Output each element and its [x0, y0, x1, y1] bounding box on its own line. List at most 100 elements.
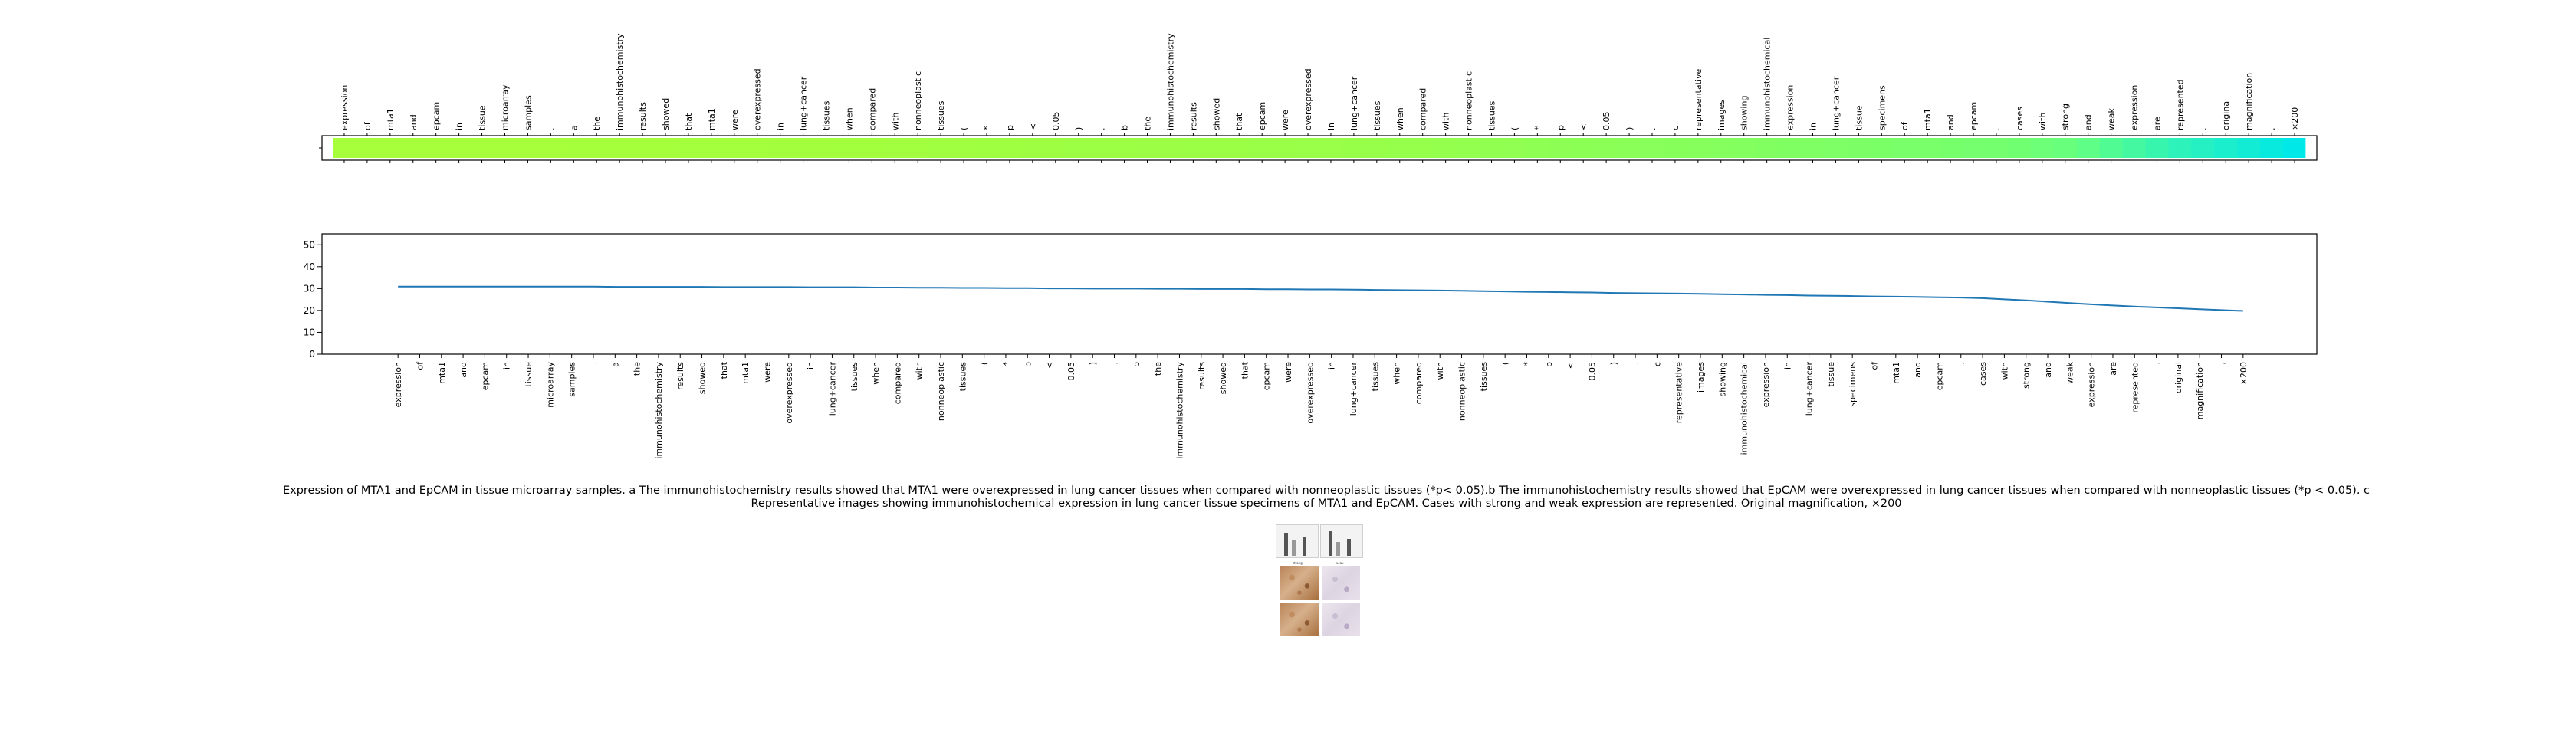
heatmap-token-label: and [2084, 114, 2094, 130]
heatmap-cell [1870, 138, 1894, 158]
line-x-tick-label: p [1544, 362, 1554, 367]
heatmap-cell [837, 138, 861, 158]
heatmap-token-label: ( [1510, 127, 1520, 130]
line-x-tick-label: tissues [1370, 362, 1380, 392]
heatmap-right-pad [2305, 136, 2317, 160]
heatmap-cell [1916, 138, 1940, 158]
heatmap-token-label: compared [1418, 88, 1428, 130]
heatmap-token-label: results [638, 102, 648, 130]
heatmap-cell [654, 138, 678, 158]
line-x-tick-label: < [1566, 362, 1576, 369]
heatmap-cell [745, 138, 770, 158]
line-x-tick-label: immunohistochemistry [1175, 362, 1184, 459]
heatmap-cell [1411, 138, 1435, 158]
heatmap-cell [1434, 138, 1458, 158]
heatmap-token-label: ) [1625, 127, 1635, 130]
heatmap-cell [1388, 138, 1412, 158]
line-x-tick-label: c [1652, 362, 1662, 366]
line-x-tick-label: overexpressed [784, 362, 794, 424]
heatmap-cell [2007, 138, 2032, 158]
thumbnail-label-weak: weak [1336, 561, 1344, 565]
heatmap-cell [1158, 138, 1183, 158]
heatmap-token-label: a [569, 125, 579, 130]
line-x-tick-label: the [632, 362, 642, 376]
heatmap-token-label: were [730, 110, 740, 130]
heatmap-token-label: results [1188, 102, 1198, 130]
heatmap-token-label: weak [2107, 107, 2117, 130]
heatmap-cell [1663, 138, 1687, 158]
heatmap-token-label: * [1533, 126, 1543, 130]
heatmap-token-label: immunohistochemistry [1165, 33, 1175, 130]
heatmap-token-label: in [776, 123, 786, 130]
line-x-tick-label: strong [2022, 362, 2032, 389]
heatmap-token-label: tissues [936, 100, 946, 130]
line-x-tick-label: mta1 [741, 362, 751, 384]
line-x-tick-label: compared [1414, 362, 1424, 404]
heatmap-token-label: ×200 [2290, 107, 2300, 130]
line-y-tick-label: 0 [309, 349, 315, 360]
heatmap-cell [562, 138, 586, 158]
heatmap-cell [1526, 138, 1549, 158]
line-x-tick-label: with [915, 362, 925, 380]
line-x-tick-label: when [871, 362, 881, 385]
heatmap-cell [585, 138, 609, 158]
thumbnail-ihc-strong-bottom [1280, 603, 1319, 636]
heatmap-cell [333, 138, 356, 158]
heatmap-cell [1227, 138, 1251, 158]
heatmap-token-label: images [1717, 100, 1727, 130]
heatmap-token-label: of [1900, 121, 1910, 130]
heatmap-cell [2076, 138, 2101, 158]
line-x-tick-label: when [1392, 362, 1402, 385]
heatmap-token-labels: expression of mta1 and epcam in tissue microarr… [340, 33, 2300, 130]
heatmap-cell [378, 138, 402, 158]
heatmap-token-label: . [2198, 128, 2208, 131]
heatmap-cell [722, 138, 747, 158]
heatmap-token-label: are [2152, 117, 2162, 130]
heatmap-cell [516, 138, 540, 158]
line-x-tick-label: of [415, 361, 425, 370]
heatmap-cell [1641, 138, 1664, 158]
line-x-tick-label: ) [1088, 362, 1098, 365]
line-x-tick-label: mta1 [437, 362, 447, 384]
heatmap-cell [2030, 138, 2055, 158]
heatmap-token-label: with [2038, 113, 2048, 130]
heatmap-cell [1089, 138, 1114, 158]
heatmap-token-label: lung+cancer [799, 76, 809, 130]
heatmap-cell [2168, 138, 2192, 158]
line-x-tick-label: lung+cancer [1805, 362, 1815, 416]
heatmap-token-label: microarray [500, 84, 510, 130]
line-plot-frame [321, 233, 2318, 355]
heatmap-token-label: lung+cancer [1831, 76, 1841, 130]
thumbnail-bar-chart-b [1320, 524, 1363, 558]
heatmap-cell [631, 138, 655, 158]
heatmap-token-label: b [1120, 125, 1130, 130]
heatmap-cell [1319, 138, 1343, 158]
line-series-1 [398, 285, 2243, 312]
line-x-tick-label: * [1522, 362, 1532, 366]
heatmap-token-label: epcam [1969, 102, 1979, 130]
figure-thumbnail: strong weak [1273, 523, 1366, 644]
heatmap-token-label: , [2267, 128, 2277, 131]
heatmap-cell [1801, 138, 1825, 158]
line-x-tick-label: of [1870, 361, 1880, 370]
line-x-tick-label: cases [1978, 362, 1988, 386]
heatmap-token-label: nonneoplastic [1464, 71, 1474, 130]
heatmap-cell [355, 138, 380, 158]
heatmap-token-label: that [1234, 113, 1244, 130]
heatmap-token-label: epcam [1257, 102, 1267, 130]
heatmap-cells [322, 136, 2317, 160]
heatmap-cell [1732, 138, 1756, 158]
heatmap-token-label: ) [1074, 127, 1084, 130]
line-x-tick-label: and [458, 362, 468, 378]
heatmap-cell [1273, 138, 1297, 158]
heatmap-token-label: magnification [2244, 73, 2254, 130]
line-x-tick-label: tissue [524, 362, 534, 387]
thumbnail-bar-chart-a [1276, 524, 1319, 558]
heatmap-cell [906, 138, 930, 158]
heatmap-cell [1847, 138, 1871, 158]
heatmap-cell [2237, 138, 2261, 158]
heatmap-token-label: epcam [432, 102, 442, 130]
heatmap-token-label: overexpressed [1303, 68, 1313, 130]
line-x-tick-label: the [1153, 362, 1163, 376]
heatmap-cell [952, 138, 976, 158]
